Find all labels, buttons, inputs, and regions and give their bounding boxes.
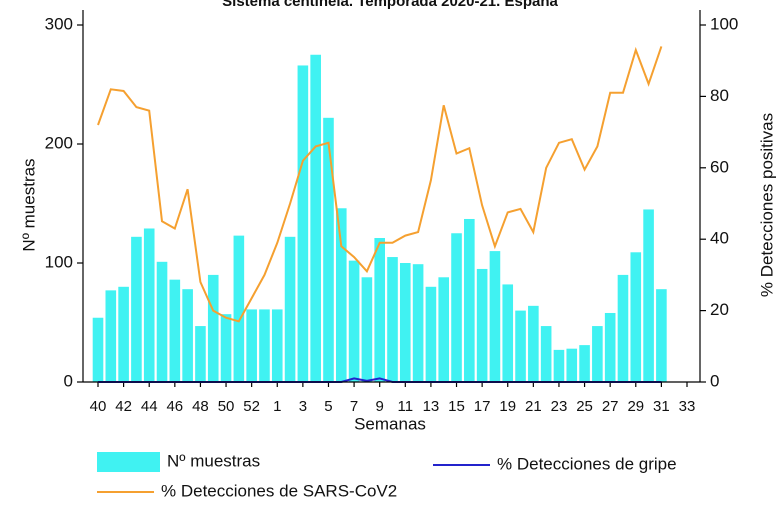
legend-label: % Detecciones de SARS-CoV2 [161, 481, 397, 500]
bar [604, 312, 616, 382]
bar [207, 274, 219, 382]
x-tick-label: 15 [448, 398, 465, 415]
bar [374, 238, 385, 382]
x-tick-label: 33 [679, 398, 696, 415]
bar [220, 314, 232, 382]
bar [143, 228, 155, 382]
x-tick-label: 31 [653, 398, 670, 415]
x-tick-label: 23 [551, 398, 568, 415]
bar [412, 264, 424, 382]
bar [271, 309, 283, 382]
x-tick-label: 44 [141, 398, 158, 415]
legend-label: Nº muestras [167, 451, 260, 470]
bar [348, 260, 360, 382]
bar [284, 236, 296, 382]
bar [553, 349, 565, 382]
x-tick-label: 9 [376, 398, 384, 415]
x-tick-label: 13 [423, 398, 440, 415]
x-tick-label: 46 [166, 398, 183, 415]
bar [335, 208, 347, 382]
y-axis-label: Nº muestras [19, 158, 38, 251]
bar [425, 286, 437, 382]
bar [233, 235, 245, 382]
bar [156, 261, 168, 382]
x-tick-label: 5 [324, 398, 332, 415]
bar [464, 218, 475, 382]
bar [617, 274, 629, 382]
bar [438, 277, 450, 382]
y2-tick-label: 80 [710, 86, 729, 105]
bar [92, 317, 104, 382]
bar [528, 305, 539, 382]
bar [131, 236, 142, 382]
x-axis-label: Semanas [354, 414, 426, 433]
bar [451, 233, 462, 382]
bar [630, 252, 642, 382]
x-tick-label: 29 [627, 398, 644, 415]
y-tick-label: 100 [45, 252, 73, 271]
legend-swatch [97, 452, 160, 472]
bar [566, 348, 578, 382]
bar [476, 268, 488, 382]
x-tick-label: 27 [602, 398, 619, 415]
bar [592, 326, 603, 382]
bar [195, 326, 206, 382]
bar [323, 117, 334, 382]
x-tick-label: 50 [218, 398, 235, 415]
x-tick-label: 11 [398, 398, 414, 415]
bar [387, 257, 398, 382]
y2-axis-label: % Detecciones positivas [757, 113, 776, 297]
y2-tick-label: 40 [710, 229, 729, 248]
y2-tick-label: 100 [710, 14, 738, 33]
x-tick-label: 52 [243, 398, 260, 415]
bar [489, 251, 501, 382]
y2-tick-label: 20 [710, 300, 729, 319]
y-tick-label: 300 [45, 14, 73, 33]
y-tick-label: 200 [45, 133, 73, 152]
x-tick-label: 42 [115, 398, 132, 415]
chart-title: Sistema centinela. Temporada 2020-21. Es… [222, 0, 558, 10]
x-tick-label: 17 [474, 398, 491, 415]
bar [259, 309, 270, 382]
bar [297, 65, 309, 383]
bar [540, 326, 552, 382]
bar [502, 284, 514, 382]
x-tick-label: 1 [273, 398, 281, 415]
y-tick-label: 0 [64, 371, 73, 390]
x-tick-label: 48 [192, 398, 209, 415]
x-tick-label: 40 [90, 398, 107, 415]
x-tick-label: 7 [350, 398, 358, 415]
bar [656, 289, 667, 382]
legend-label: % Detecciones de gripe [497, 454, 677, 473]
y2-tick-label: 60 [710, 157, 729, 176]
x-tick-label: 21 [525, 398, 542, 415]
bar [361, 277, 373, 382]
bar [643, 209, 654, 382]
bar [105, 290, 117, 382]
bar [118, 286, 129, 382]
bar [169, 279, 181, 382]
bar [246, 309, 257, 382]
bar [400, 263, 411, 382]
x-tick-label: 3 [299, 398, 307, 415]
bar [579, 345, 590, 382]
x-tick-label: 19 [499, 398, 516, 415]
y2-tick-label: 0 [710, 371, 719, 390]
bar [310, 54, 321, 382]
line [97, 46, 663, 323]
x-tick-label: 25 [576, 398, 593, 415]
bar [182, 289, 193, 382]
bar [515, 310, 526, 382]
